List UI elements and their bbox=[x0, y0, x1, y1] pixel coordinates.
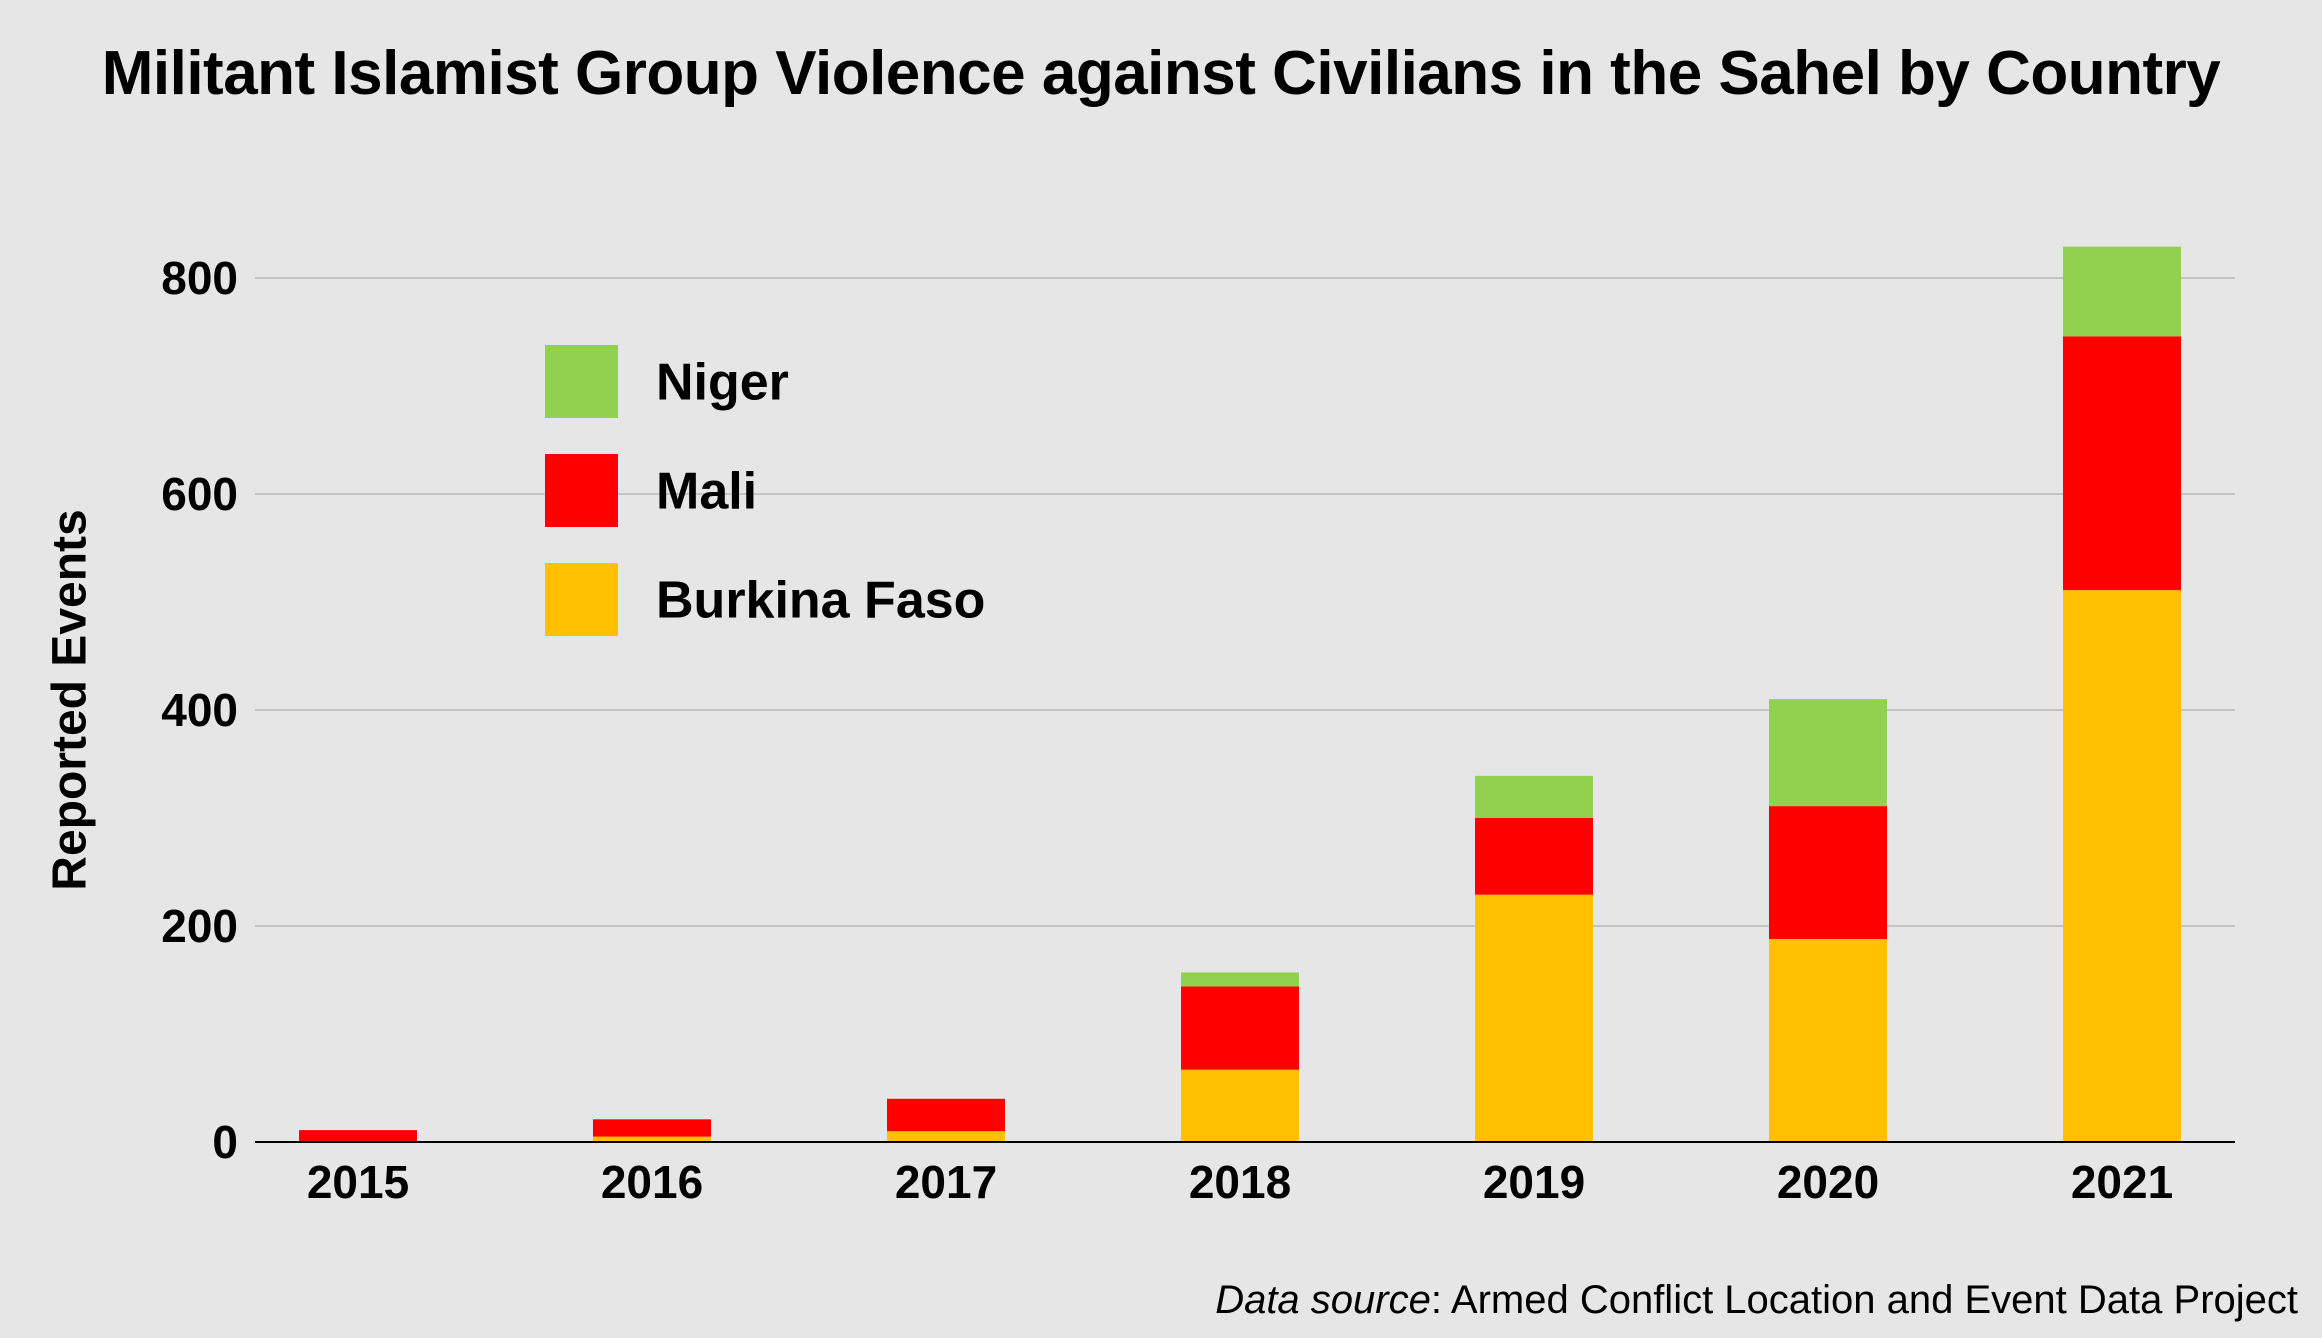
legend-swatch-burkina-faso bbox=[545, 563, 618, 636]
legend-swatch-mali bbox=[545, 454, 618, 527]
bar-niger-2018 bbox=[1181, 972, 1299, 987]
x-tick-label: 2017 bbox=[895, 1156, 997, 1208]
bar-niger-2021 bbox=[2063, 246, 2181, 337]
bar-burkina-faso-2019 bbox=[1475, 894, 1593, 1142]
legend-label-burkina-faso: Burkina Faso bbox=[656, 572, 985, 630]
legend-swatch-niger bbox=[545, 345, 618, 418]
bar-burkina-faso-2016 bbox=[593, 1136, 711, 1142]
chart-title: Militant Islamist Group Violence against… bbox=[101, 39, 2221, 108]
x-tick-label: 2020 bbox=[1777, 1156, 1879, 1208]
bar-mali-2017 bbox=[887, 1098, 1005, 1132]
y-tick-label: 200 bbox=[161, 900, 238, 952]
bar-mali-2018 bbox=[1181, 986, 1299, 1070]
y-tick-label: 0 bbox=[212, 1116, 238, 1168]
y-tick-label: 800 bbox=[161, 252, 238, 304]
y-tick-label: 600 bbox=[161, 468, 238, 520]
axes: 0 200 400 600 800 2015 2016 2017 2018 2019 2020 202… bbox=[161, 252, 2235, 1208]
legend-label-niger: Niger bbox=[656, 354, 789, 412]
x-tick-label: 2021 bbox=[2071, 1156, 2173, 1208]
x-tick-label: 2018 bbox=[1189, 1156, 1291, 1208]
data-source-text: Armed Conflict Location and Event Data P… bbox=[1450, 1278, 2298, 1322]
bars bbox=[299, 246, 2181, 1142]
bar-burkina-faso-2018 bbox=[1181, 1069, 1299, 1142]
data-source-note: Data source: Armed Conflict Location and… bbox=[1215, 1278, 2298, 1323]
bar-niger-2020 bbox=[1769, 699, 1887, 807]
x-tick-label: 2019 bbox=[1483, 1156, 1585, 1208]
data-source-label: Data source bbox=[1215, 1278, 1431, 1322]
bar-burkina-faso-2020 bbox=[1769, 938, 1887, 1142]
bar-mali-2020 bbox=[1769, 806, 1887, 939]
bar-burkina-faso-2021 bbox=[2063, 590, 2181, 1142]
legend: Niger Mali Burkina Faso bbox=[545, 345, 985, 636]
bar-mali-2021 bbox=[2063, 336, 2181, 591]
x-tick-label: 2016 bbox=[601, 1156, 703, 1208]
legend-label-mali: Mali bbox=[656, 463, 757, 521]
y-tick-label: 400 bbox=[161, 684, 238, 736]
bar-mali-2019 bbox=[1475, 818, 1593, 895]
x-tick-label: 2015 bbox=[307, 1156, 409, 1208]
data-source-separator: : bbox=[1430, 1278, 1451, 1322]
bar-mali-2016 bbox=[593, 1119, 711, 1137]
bar-burkina-faso-2017 bbox=[887, 1131, 1005, 1142]
bar-niger-2019 bbox=[1475, 775, 1593, 818]
bar-mali-2015 bbox=[299, 1130, 417, 1142]
